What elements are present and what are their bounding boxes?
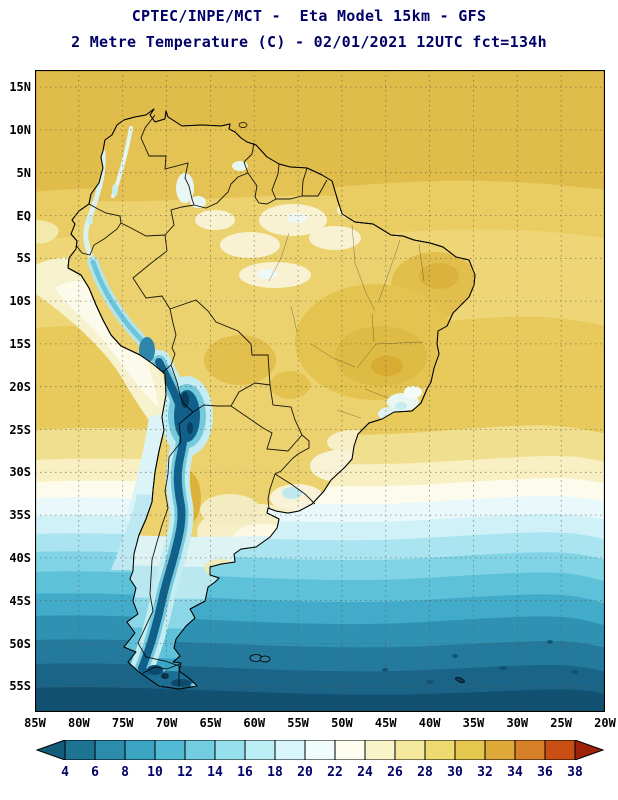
- colorbar-segment: [334, 740, 366, 760]
- colorbar-value: 24: [357, 765, 373, 780]
- south-georgia-island: [455, 676, 465, 684]
- colorbar-segment: [574, 740, 605, 760]
- lat-tick-label: 55S: [9, 679, 31, 694]
- ocean-eddies: [382, 640, 578, 684]
- colorbar-value: 12: [177, 765, 193, 780]
- lat-tick-label: 5N: [16, 165, 31, 180]
- colorbar-value: 36: [537, 765, 553, 780]
- colorbar-value: 18: [267, 765, 283, 780]
- lon-tick-label: 60W: [243, 716, 266, 730]
- map-frame-border: [34, 69, 606, 713]
- colorbar-segment: [64, 740, 96, 760]
- lon-tick-label: 75W: [111, 716, 134, 730]
- colorbar-segment: [544, 740, 576, 760]
- lon-tick-label: 85W: [24, 716, 46, 730]
- magellan-strait: [142, 663, 181, 674]
- colorbar-segment: [484, 740, 516, 760]
- colorbar-value: 16: [237, 765, 253, 780]
- south-america-temperature-map: [34, 69, 606, 713]
- colorbar-value: 22: [327, 765, 343, 780]
- colorbar-segment: [214, 740, 246, 760]
- lon-tick-label: 65W: [199, 716, 222, 730]
- colorbar-value: 34: [507, 765, 523, 780]
- lat-tick-label: 10N: [9, 122, 31, 137]
- lon-tick-label: 35W: [462, 716, 485, 730]
- lon-tick-label: 40W: [418, 716, 441, 730]
- lat-tick-label: 30S: [9, 465, 31, 480]
- colorbar-segment: [184, 740, 216, 760]
- trinidad-island: [238, 122, 248, 128]
- lat-tick-label: 15S: [9, 336, 31, 351]
- colorbar-value: 14: [207, 765, 223, 780]
- colorbar-value: 26: [387, 765, 403, 780]
- lon-tick-label: 70W: [155, 716, 178, 730]
- lat-tick-label: 10S: [9, 294, 31, 309]
- colorbar-segment: [94, 740, 126, 760]
- colorbar-segment: [394, 740, 426, 760]
- map-canvas: [34, 69, 606, 713]
- colorbar-value: 38: [567, 765, 583, 780]
- lon-tick-label: 45W: [374, 716, 397, 730]
- title-line-1: CPTEC/INPE/MCT - Eta Model 15km - GFS: [131, 7, 487, 25]
- colorbar-segment: [364, 740, 396, 760]
- colorbar-segment: [514, 740, 546, 760]
- lat-tick-label: 20S: [9, 379, 31, 394]
- lat-tick-label: 15N: [9, 80, 31, 95]
- colorbar-segment: [304, 740, 336, 760]
- grid-lines: [35, 70, 605, 712]
- lon-tick-label: 25W: [550, 716, 572, 730]
- colorbar-value: 32: [477, 765, 493, 780]
- colorbar-value: 6: [91, 765, 99, 780]
- lat-tick-label: 25S: [9, 422, 31, 437]
- colorbar-segment: [124, 740, 156, 760]
- lon-tick-label: 30W: [506, 716, 529, 730]
- temperature-colorbar: [35, 740, 605, 760]
- lat-tick-label: 45S: [9, 593, 31, 608]
- colorbar-value: 4: [61, 765, 69, 780]
- lon-tick-label: 20W: [594, 716, 616, 730]
- colorbar-segment: [424, 740, 456, 760]
- colorbar-value: 8: [121, 765, 129, 780]
- colorbar-segment: [244, 740, 276, 760]
- colorbar-value: 28: [417, 765, 433, 780]
- lon-tick-label: 80W: [68, 716, 90, 730]
- colorbar-segment: [35, 740, 66, 760]
- colorbar-value: 20: [297, 765, 313, 780]
- colorbar-value: 30: [447, 765, 463, 780]
- title-line-2: 2 Metre Temperature (C) - 02/01/2021 12U…: [71, 33, 547, 51]
- colorbar-segment: [154, 740, 186, 760]
- lat-tick-label: 5S: [16, 251, 31, 266]
- colorbar-segment: [274, 740, 306, 760]
- colorbar-segment: [454, 740, 486, 760]
- andes-cold-strip: [83, 126, 213, 689]
- lat-tick-label: EQ: [16, 208, 31, 223]
- lon-tick-label: 50W: [331, 716, 353, 730]
- lat-tick-label: 40S: [9, 550, 31, 565]
- lat-tick-label: 50S: [9, 636, 31, 651]
- colorbar-value: 10: [147, 765, 163, 780]
- falkland-islands: [249, 654, 271, 663]
- lat-tick-label: 35S: [9, 508, 31, 523]
- lon-tick-label: 55W: [287, 716, 309, 730]
